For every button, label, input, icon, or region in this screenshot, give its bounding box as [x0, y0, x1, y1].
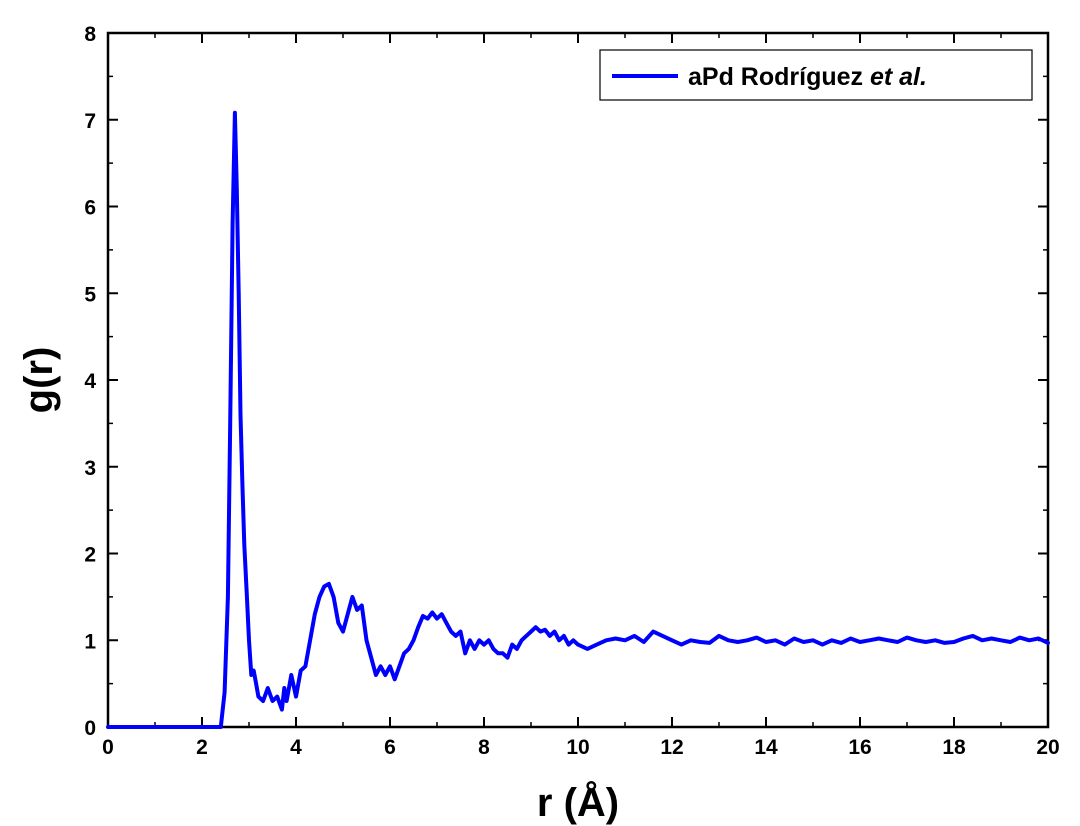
y-axis-ticks: 0 1 2 3 4 5 6 7 8 [84, 23, 1048, 740]
x-tick-label: 2 [196, 736, 208, 759]
x-tick-label: 18 [942, 736, 966, 759]
x-tick-label: 10 [566, 736, 589, 759]
y-tick-label: 2 [84, 544, 96, 567]
legend-label-main: aPd Rodríguez [688, 63, 870, 91]
y-tick-label: 4 [84, 370, 96, 393]
x-tick-label: 14 [754, 736, 778, 759]
y-tick-label: 3 [84, 457, 96, 480]
y-tick-label: 5 [84, 283, 96, 306]
series-layer [106, 110, 1050, 729]
x-tick-label: 12 [660, 736, 683, 759]
x-tick-label: 6 [384, 736, 396, 759]
y-tick-label: 0 [84, 717, 96, 740]
series-line [106, 110, 1050, 729]
x-tick-label: 8 [478, 736, 490, 759]
x-tick-label: 16 [848, 736, 871, 759]
legend: aPd Rodríguez et al. [599, 49, 1033, 101]
x-tick-label: 0 [102, 736, 114, 759]
y-axis-title: g(r) [17, 347, 61, 414]
legend-label-italic: et al. [870, 63, 927, 91]
x-axis-title: r (Å) [537, 780, 619, 825]
y-tick-label: 8 [84, 23, 96, 46]
y-tick-label: 6 [84, 197, 96, 220]
y-tick-label: 7 [84, 110, 96, 133]
legend-label: aPd Rodríguez et al. [688, 63, 927, 91]
x-axis-ticks: 0 2 4 6 8 10 12 14 16 18 20 [102, 33, 1060, 759]
y-tick-label: 1 [84, 630, 96, 653]
x-tick-label: 20 [1036, 736, 1059, 759]
x-tick-label: 4 [290, 736, 302, 759]
